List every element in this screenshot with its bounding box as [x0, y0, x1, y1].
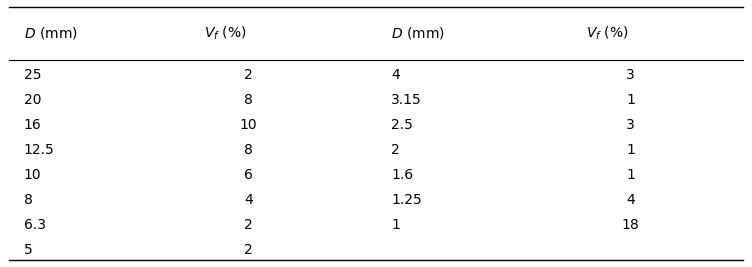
- Text: 25: 25: [24, 68, 41, 83]
- Text: 8: 8: [244, 143, 253, 157]
- Text: 18: 18: [622, 218, 640, 232]
- Text: 8: 8: [24, 193, 33, 207]
- Text: 6.3: 6.3: [24, 218, 46, 232]
- Text: 5: 5: [24, 243, 32, 257]
- Text: 16: 16: [24, 118, 41, 132]
- Text: 1: 1: [391, 218, 400, 232]
- Text: 3: 3: [626, 68, 635, 83]
- Text: 3: 3: [626, 118, 635, 132]
- Text: 1: 1: [626, 93, 635, 107]
- Text: $D$ (mm): $D$ (mm): [391, 25, 444, 41]
- Text: 10: 10: [240, 118, 257, 132]
- Text: 1.25: 1.25: [391, 193, 422, 207]
- Text: 12.5: 12.5: [24, 143, 55, 157]
- Text: 6: 6: [244, 168, 253, 182]
- Text: 10: 10: [24, 168, 41, 182]
- Text: 2.5: 2.5: [391, 118, 413, 132]
- Text: 2: 2: [391, 143, 400, 157]
- Text: 2: 2: [244, 243, 253, 257]
- Text: 4: 4: [626, 193, 635, 207]
- Text: 4: 4: [244, 193, 253, 207]
- Text: 2: 2: [244, 68, 253, 83]
- Text: 1: 1: [626, 168, 635, 182]
- Text: 1.6: 1.6: [391, 168, 413, 182]
- Text: 1: 1: [626, 143, 635, 157]
- Text: 4: 4: [391, 68, 400, 83]
- Text: 2: 2: [244, 218, 253, 232]
- Text: $V_f$ (%): $V_f$ (%): [586, 24, 628, 42]
- Text: 8: 8: [244, 93, 253, 107]
- Text: $D$ (mm): $D$ (mm): [24, 25, 77, 41]
- Text: 3.15: 3.15: [391, 93, 422, 107]
- Text: $V_f$ (%): $V_f$ (%): [204, 24, 246, 42]
- Text: 20: 20: [24, 93, 41, 107]
